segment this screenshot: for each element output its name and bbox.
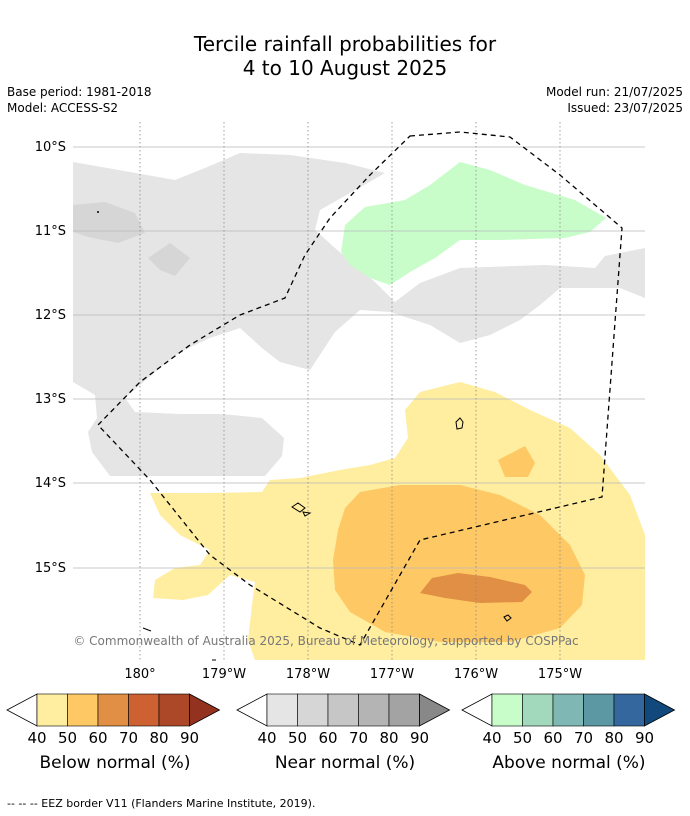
colorbar-below-low-cap xyxy=(6,693,38,727)
colorbar-label-below: Below normal (%) xyxy=(39,753,191,773)
longitude-gridlines xyxy=(139,122,561,660)
colorbar-below-tick: 50 xyxy=(58,729,77,747)
lon-label: 178°W xyxy=(286,667,330,682)
eez-border xyxy=(97,131,623,646)
colorbar-below-tick: 90 xyxy=(180,729,199,747)
colorbar-above-segment xyxy=(491,693,523,727)
colorbar-near-tick: 50 xyxy=(288,729,307,747)
below-normal-50-region xyxy=(333,485,585,642)
colorbar-label-above: Above normal (%) xyxy=(492,753,646,773)
colorbar-above-segment xyxy=(583,693,615,727)
near-normal-patch-a xyxy=(73,202,145,243)
meta-left: Base period: 1981-2018 Model: ACCESS-S2 xyxy=(7,84,152,116)
title-line-2: 4 to 10 August 2025 xyxy=(242,56,448,80)
colorbar-near-segment xyxy=(297,693,329,727)
title-line-1: Tercile rainfall probabilities for xyxy=(193,32,497,56)
colorbar-near-segment xyxy=(358,693,390,727)
colorbars: 40 50 60 70 80 90 40 50 60 70 80 90 40 50 60 70 80 90 xyxy=(6,693,676,747)
colorbar-above-tick: 80 xyxy=(604,729,623,747)
near-normal-region xyxy=(73,153,645,476)
model-name: Model: ACCESS-S2 xyxy=(7,101,119,115)
colorbar-below-tick: 70 xyxy=(119,729,138,747)
colorbar-near-tick: 70 xyxy=(349,729,368,747)
island-outline xyxy=(455,417,464,430)
base-period: Base period: 1981-2018 xyxy=(7,85,152,99)
colorbar-below-tick: 60 xyxy=(88,729,107,747)
lat-label: 15°S xyxy=(35,561,66,576)
colorbar-below-segment xyxy=(128,693,160,727)
lon-label: 177°W xyxy=(370,667,414,682)
colorbar-above-high-cap xyxy=(644,693,676,727)
colorbar-near-segment xyxy=(388,693,420,727)
colorbar-below-high-cap xyxy=(189,693,221,727)
near-normal-patch-b xyxy=(148,243,190,276)
colorbar-near-tick: 40 xyxy=(257,729,276,747)
colorbar-above-tick: 50 xyxy=(513,729,532,747)
colorbar-below-segment xyxy=(97,693,129,727)
footer-note: -- -- -- EEZ border V11 (Flanders Marine… xyxy=(7,797,316,810)
colorbar-above-segment xyxy=(552,693,584,727)
colorbar-below-tick: 40 xyxy=(27,729,46,747)
colorbar-above-tick: 70 xyxy=(574,729,593,747)
latitude-gridlines xyxy=(73,146,645,569)
colorbar-near-low-cap xyxy=(236,693,268,727)
colorbar-above-tick: 40 xyxy=(482,729,501,747)
island-outline xyxy=(291,502,312,517)
below-normal-60-region xyxy=(420,573,532,603)
colorbar-above-low-cap xyxy=(461,693,493,727)
meta-right: Model run: 21/07/2025 Issued: 23/07/2025 xyxy=(546,84,683,116)
colorbar-below-segment xyxy=(158,693,190,727)
island-outline xyxy=(142,627,152,632)
lat-label: 12°S xyxy=(35,308,66,323)
colorbar-below-tick: 80 xyxy=(149,729,168,747)
lon-label: 179°W xyxy=(202,667,246,682)
colorbar-above-segment xyxy=(613,693,645,727)
probability-fields xyxy=(73,122,645,660)
lat-label: 13°S xyxy=(35,392,66,407)
colorbar-near-tick: 60 xyxy=(318,729,337,747)
longitude-labels: 180° 179°W 178°W 177°W 176°W 175°W xyxy=(124,667,582,682)
attribution-text: © Commonwealth of Australia 2025, Bureau… xyxy=(73,634,578,648)
above-normal-region xyxy=(341,162,606,285)
colorbar-near-tick: 80 xyxy=(379,729,398,747)
colorbar-near-high-cap xyxy=(419,693,451,727)
colorbar-label-near: Near normal (%) xyxy=(274,753,416,773)
model-run: Model run: 21/07/2025 xyxy=(545,85,683,99)
issued-date: Issued: 23/07/2025 xyxy=(567,101,683,115)
island-outline xyxy=(503,614,512,622)
colorbar-above-segment xyxy=(522,693,554,727)
latitude-labels: 10°S 11°S 12°S 13°S 14°S 15°S xyxy=(35,140,66,576)
lon-label: 175°W xyxy=(538,667,582,682)
lat-label: 10°S xyxy=(35,140,66,155)
lon-label: 180° xyxy=(124,667,155,682)
below-normal-50-patch xyxy=(498,446,535,477)
colorbar-above-tick: 60 xyxy=(543,729,562,747)
colorbar-near-tick: 90 xyxy=(410,729,429,747)
lat-label: 11°S xyxy=(35,224,66,239)
lon-label: 176°W xyxy=(454,667,498,682)
lat-label: 14°S xyxy=(35,476,66,491)
colorbar-above-tick: 90 xyxy=(635,729,654,747)
colorbar-near-segment xyxy=(266,693,298,727)
colorbar-below-segment xyxy=(67,693,99,727)
map-title: Tercile rainfall probabilities for 4 to … xyxy=(0,32,690,80)
colorbar-below-segment xyxy=(36,693,68,727)
colorbar-near-segment xyxy=(327,693,359,727)
